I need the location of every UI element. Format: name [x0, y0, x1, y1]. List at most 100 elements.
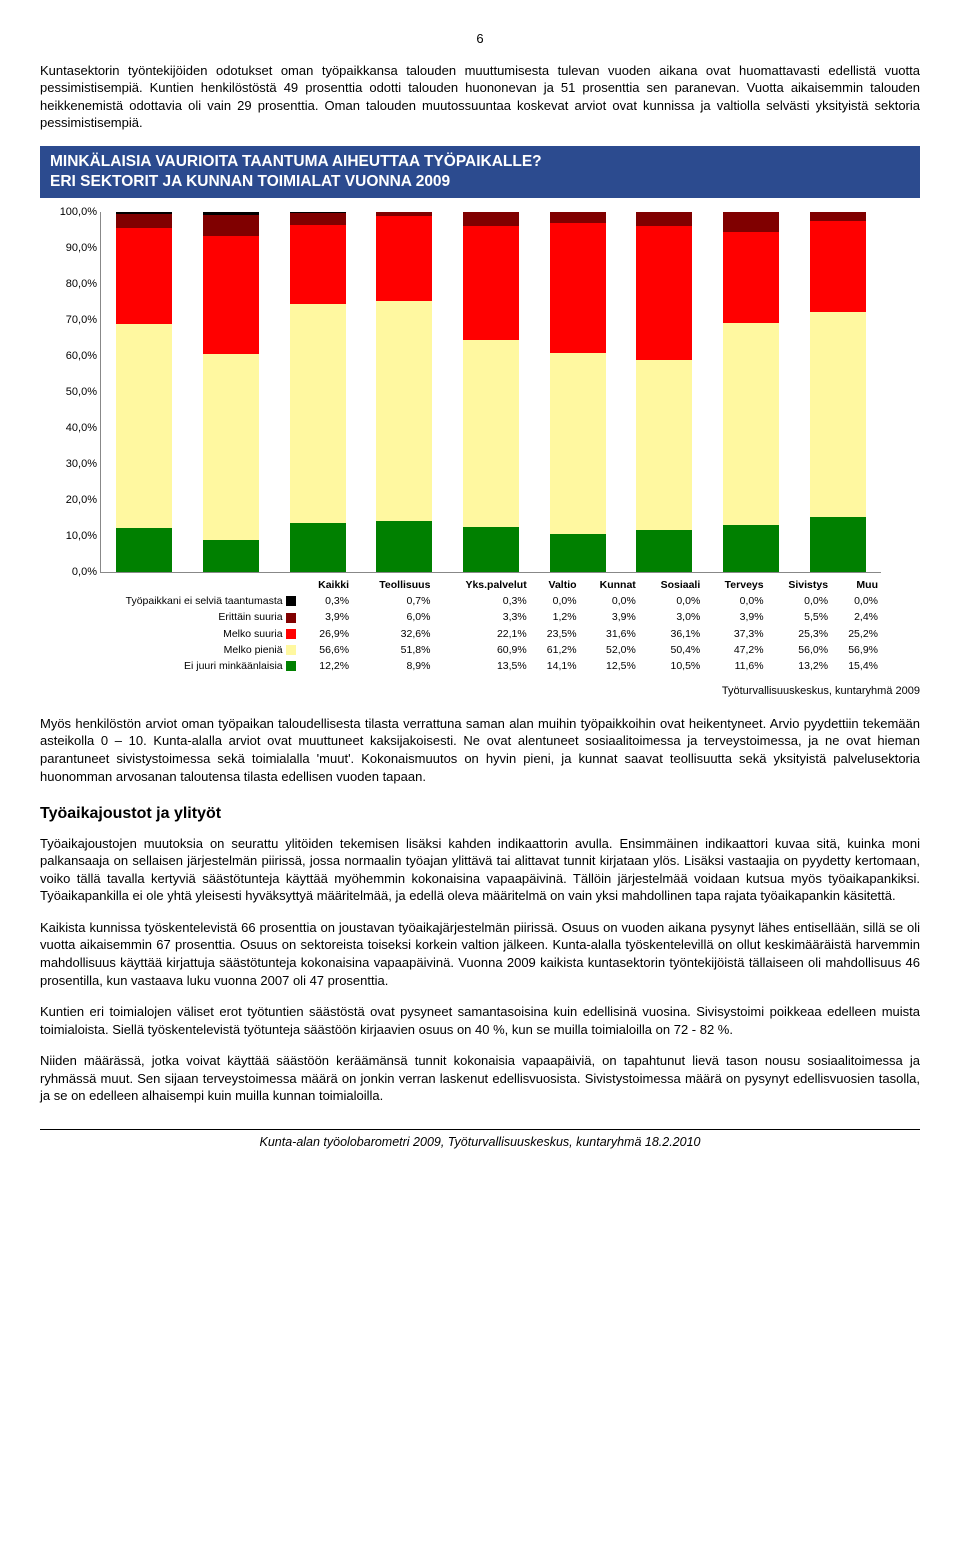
bar-segment: [636, 530, 692, 572]
table-cell: 3,3%: [432, 609, 528, 625]
table-cell: 31,6%: [579, 626, 638, 642]
bar-segment: [376, 521, 432, 572]
bar-segment: [550, 223, 606, 353]
stacked-bar-chart: 100,0%90,0%80,0%70,0%60,0%50,0%40,0%30,0…: [100, 212, 881, 573]
bar: [636, 212, 692, 572]
table-cell: 0,3%: [432, 593, 528, 609]
table-col-header: Kunnat: [579, 577, 638, 593]
table-cell: 0,3%: [300, 593, 352, 609]
bar: [376, 212, 432, 572]
bar-segment: [463, 226, 519, 340]
table-col-header: Yks.palvelut: [432, 577, 528, 593]
chart-source: Työturvallisuuskeskus, kuntaryhmä 2009: [40, 684, 920, 699]
chart-title-line2: ERI SEKTORIT JA KUNNAN TOIMIALAT VUONNA …: [50, 173, 450, 190]
bar-segment: [636, 212, 692, 226]
table-cell: 5,5%: [766, 609, 830, 625]
bar-segment: [203, 354, 259, 540]
bar-segment: [290, 225, 346, 304]
table-cell: 0,0%: [702, 593, 765, 609]
table-cell: 6,0%: [351, 609, 432, 625]
bar-segment: [810, 517, 866, 572]
bar-segment: [810, 212, 866, 221]
bar-segment: [376, 301, 432, 521]
bar-segment: [376, 216, 432, 301]
section-heading: Työaikajoustot ja ylityöt: [40, 803, 920, 825]
bar-segment: [290, 523, 346, 572]
table-cell: 32,6%: [351, 626, 432, 642]
table-cell: 61,2%: [529, 642, 579, 658]
bar: [116, 212, 172, 572]
table-col-header: Sosiaali: [638, 577, 702, 593]
chart-data-table: KaikkiTeollisuusYks.palvelutValtioKunnat…: [40, 577, 880, 674]
chart-title: MINKÄLAISIA VAURIOITA TAANTUMA AIHEUTTAA…: [40, 146, 920, 198]
bar-segment: [723, 232, 779, 323]
bar-segment: [116, 528, 172, 572]
table-cell: 0,0%: [638, 593, 702, 609]
page-footer: Kunta-alan työolobarometri 2009, Työturv…: [40, 1129, 920, 1151]
bar-segment: [463, 527, 519, 572]
legend-swatch: [286, 661, 296, 671]
table-cell: 52,0%: [579, 642, 638, 658]
table-cell: 22,1%: [432, 626, 528, 642]
table-cell: 3,0%: [638, 609, 702, 625]
bar-segment: [463, 212, 519, 226]
table-row-label: Erittäin suuria: [40, 609, 300, 625]
table-cell: 25,2%: [830, 626, 880, 642]
table-cell: 13,5%: [432, 658, 528, 674]
table-row-label: Melko suuria: [40, 626, 300, 642]
table-cell: 56,0%: [766, 642, 830, 658]
table-cell: 0,0%: [830, 593, 880, 609]
table-cell: 25,3%: [766, 626, 830, 642]
bar-segment: [203, 540, 259, 572]
table-cell: 56,6%: [300, 642, 352, 658]
table-cell: 12,2%: [300, 658, 352, 674]
bar-segment: [550, 353, 606, 534]
table-col-header: Muu: [830, 577, 880, 593]
table-cell: 26,9%: [300, 626, 352, 642]
paragraph-6: Niiden määrässä, jotka voivat käyttää sä…: [40, 1052, 920, 1105]
table-cell: 1,2%: [529, 609, 579, 625]
legend-swatch: [286, 629, 296, 639]
legend-swatch: [286, 613, 296, 623]
bar-segment: [723, 525, 779, 573]
legend-swatch: [286, 596, 296, 606]
table-cell: 23,5%: [529, 626, 579, 642]
table-cell: 12,5%: [579, 658, 638, 674]
table-cell: 37,3%: [702, 626, 765, 642]
bar-segment: [723, 212, 779, 232]
bar-segment: [636, 360, 692, 530]
table-col-header: Valtio: [529, 577, 579, 593]
bar-segment: [550, 212, 606, 223]
bar-segment: [203, 236, 259, 353]
bar-segment: [550, 534, 606, 572]
bar-segment: [723, 323, 779, 525]
table-cell: 10,5%: [638, 658, 702, 674]
table-cell: 3,9%: [702, 609, 765, 625]
table-cell: 47,2%: [702, 642, 765, 658]
bar: [810, 212, 866, 572]
legend-swatch: [286, 645, 296, 655]
table-cell: 8,9%: [351, 658, 432, 674]
paragraph-3: Työaikajoustojen muutoksia on seurattu y…: [40, 835, 920, 905]
table-col-header: Sivistys: [766, 577, 830, 593]
table-cell: 11,6%: [702, 658, 765, 674]
bar-segment: [116, 214, 172, 228]
table-col-header: Kaikki: [300, 577, 352, 593]
paragraph-5: Kuntien eri toimialojen väliset erot työ…: [40, 1003, 920, 1038]
table-cell: 13,2%: [766, 658, 830, 674]
bar-segment: [290, 304, 346, 523]
bar-segment: [116, 324, 172, 528]
table-cell: 50,4%: [638, 642, 702, 658]
y-axis: 100,0%90,0%80,0%70,0%60,0%50,0%40,0%30,0…: [43, 212, 97, 572]
table-cell: 14,1%: [529, 658, 579, 674]
bar-segment: [116, 228, 172, 325]
bar-segment: [463, 340, 519, 527]
table-cell: 56,9%: [830, 642, 880, 658]
table-cell: 60,9%: [432, 642, 528, 658]
bar-segment: [290, 213, 346, 225]
table-row-label: Ei juuri minkäänlaisia: [40, 658, 300, 674]
bar-segment: [810, 312, 866, 517]
table-cell: 3,9%: [579, 609, 638, 625]
bar: [290, 212, 346, 572]
table-row-label: Melko pieniä: [40, 642, 300, 658]
